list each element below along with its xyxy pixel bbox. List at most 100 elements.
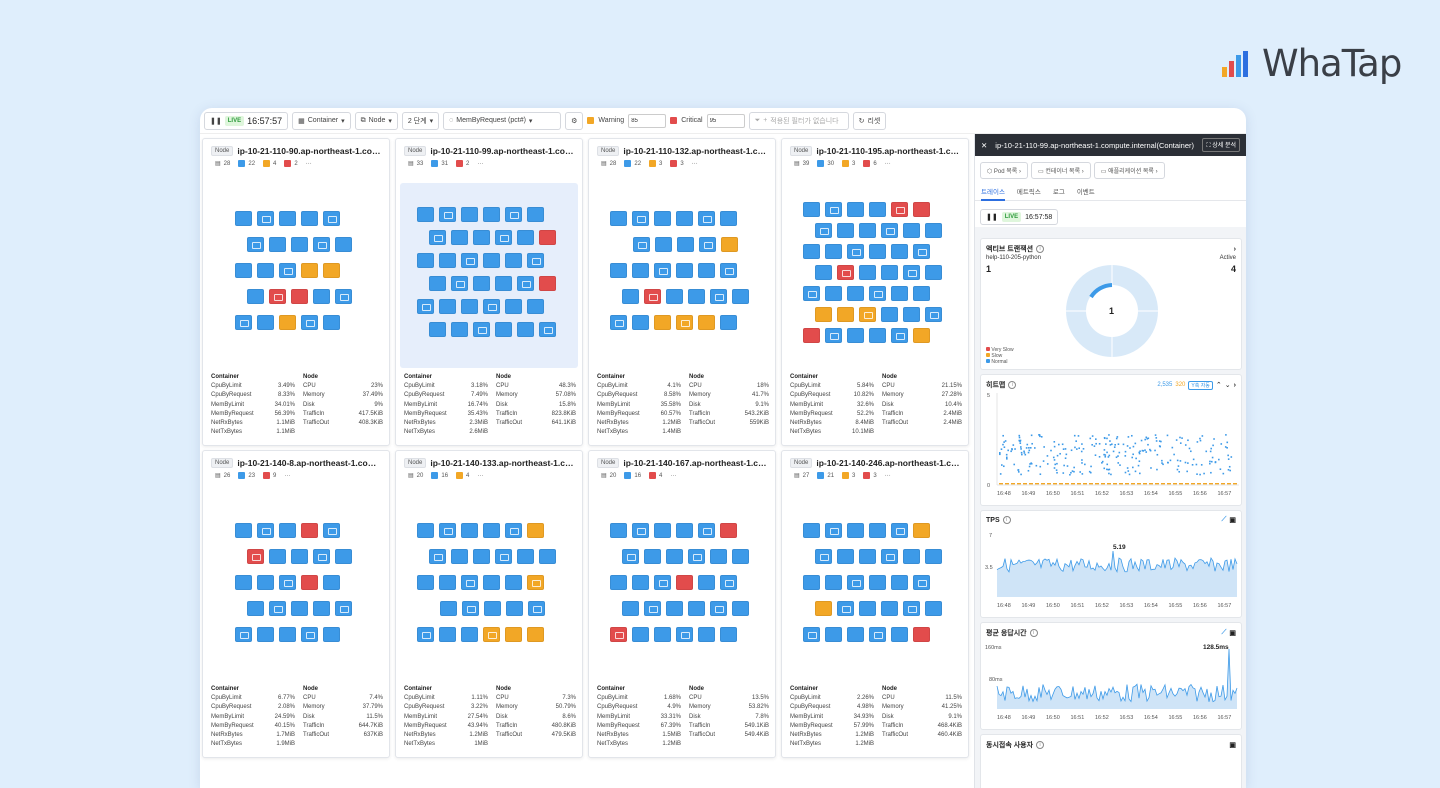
container-cell[interactable] — [869, 286, 886, 301]
tab-log[interactable]: 로그 — [1052, 188, 1065, 196]
container-cell[interactable] — [925, 600, 942, 616]
container-cell[interactable] — [825, 574, 842, 590]
container-cell[interactable] — [903, 223, 920, 238]
line-chart-icon[interactable]: ⟋ — [1221, 629, 1227, 636]
container-cell[interactable] — [473, 548, 490, 564]
container-cell[interactable] — [676, 314, 693, 330]
container-cell[interactable] — [676, 262, 693, 278]
container-cell[interactable] — [461, 206, 478, 222]
chevron-right-icon[interactable]: › — [1233, 381, 1236, 389]
chevron-down-icon[interactable]: ⌄ — [1224, 382, 1231, 389]
container-cell[interactable] — [483, 522, 500, 538]
container-cell[interactable] — [335, 600, 352, 616]
container-cell[interactable] — [269, 548, 286, 564]
live-control[interactable]: ❚❚ LIVE 16:57:57 — [204, 111, 289, 130]
container-cell[interactable] — [247, 288, 264, 304]
container-cell[interactable] — [291, 288, 308, 304]
container-cell[interactable] — [539, 321, 556, 337]
container-cell[interactable] — [505, 298, 522, 314]
node-card[interactable]: Node ip-10-21-140-8.ap-northeast-1.compu… — [202, 450, 390, 758]
container-cell[interactable] — [913, 626, 930, 642]
view-select[interactable]: ▦ Container ▾ — [292, 111, 351, 130]
container-cell[interactable] — [925, 548, 942, 564]
container-cell[interactable] — [505, 206, 522, 222]
container-cell[interactable] — [483, 574, 500, 590]
container-cell[interactable] — [610, 574, 627, 590]
container-cell[interactable] — [505, 252, 522, 268]
container-cell[interactable] — [720, 626, 737, 642]
container-cell[interactable] — [483, 626, 500, 642]
container-cell[interactable] — [323, 262, 340, 278]
container-cell[interactable] — [676, 210, 693, 226]
container-cell[interactable] — [825, 626, 842, 642]
reset-button[interactable]: ↻ 리셋 — [852, 111, 887, 130]
container-cell[interactable] — [654, 574, 671, 590]
info-icon[interactable]: i — [1036, 245, 1045, 253]
container-cell[interactable] — [622, 548, 639, 564]
image-icon[interactable]: ▣ — [1229, 630, 1236, 637]
container-cell[interactable] — [632, 262, 649, 278]
container-cell[interactable] — [517, 548, 534, 564]
container-cell[interactable] — [439, 298, 456, 314]
container-cell[interactable] — [721, 236, 738, 252]
container-cell[interactable] — [417, 252, 434, 268]
container-cell[interactable] — [881, 548, 898, 564]
container-cell[interactable] — [335, 288, 352, 304]
container-cell[interactable] — [732, 288, 749, 304]
container-cell[interactable] — [279, 262, 296, 278]
container-cell[interactable] — [803, 574, 820, 590]
container-cell[interactable] — [847, 328, 864, 343]
container-cell[interactable] — [257, 262, 274, 278]
container-cell[interactable] — [291, 600, 308, 616]
container-cell[interactable] — [913, 522, 930, 538]
tab-event[interactable]: 이벤트 — [1076, 188, 1095, 196]
container-cell[interactable] — [527, 574, 544, 590]
container-cell[interactable] — [869, 244, 886, 259]
container-cell[interactable] — [847, 522, 864, 538]
container-cell[interactable] — [301, 574, 318, 590]
more-icon[interactable]: ··· — [691, 160, 698, 167]
container-cell[interactable] — [913, 244, 930, 259]
container-cell[interactable] — [881, 223, 898, 238]
container-cell[interactable] — [235, 210, 252, 226]
container-cell[interactable] — [803, 522, 820, 538]
container-cell[interactable] — [688, 288, 705, 304]
container-cell[interactable] — [301, 626, 318, 642]
tab-metrics[interactable]: 메트릭스 — [1016, 188, 1041, 196]
container-cell[interactable] — [257, 626, 274, 642]
container-cell[interactable] — [720, 314, 737, 330]
container-cell[interactable] — [803, 286, 820, 301]
container-cell[interactable] — [257, 314, 274, 330]
more-icon[interactable]: ··· — [670, 472, 677, 479]
container-cell[interactable] — [440, 600, 457, 616]
container-cell[interactable] — [803, 202, 820, 217]
container-cell[interactable] — [483, 252, 500, 268]
info-icon[interactable]: i — [1008, 381, 1017, 389]
container-cell[interactable] — [825, 202, 842, 217]
info-icon[interactable]: i — [1029, 629, 1038, 637]
container-cell[interactable] — [439, 626, 456, 642]
container-cell[interactable] — [859, 548, 876, 564]
container-cell[interactable] — [815, 548, 832, 564]
container-cell[interactable] — [301, 314, 318, 330]
container-cell[interactable] — [439, 522, 456, 538]
container-cell[interactable] — [698, 262, 715, 278]
container-cell[interactable] — [666, 600, 683, 616]
container-cell[interactable] — [429, 321, 446, 337]
container-cell[interactable] — [417, 626, 434, 642]
image-icon[interactable]: ▣ — [1229, 742, 1236, 749]
container-cell[interactable] — [655, 236, 672, 252]
container-cell[interactable] — [913, 574, 930, 590]
container-cell[interactable] — [666, 548, 683, 564]
warning-threshold-input[interactable] — [628, 113, 667, 128]
container-cell[interactable] — [925, 223, 942, 238]
panel-live-control[interactable]: ❚❚ LIVE 16:57:58 — [980, 209, 1059, 225]
more-icon[interactable]: ··· — [884, 472, 891, 479]
container-cell[interactable] — [247, 600, 264, 616]
more-icon[interactable]: ··· — [305, 160, 312, 167]
container-cell[interactable] — [837, 548, 854, 564]
container-cell[interactable] — [429, 229, 446, 245]
node-card[interactable]: Node ip-10-21-140-133.ap-northeast-1.com… — [395, 450, 583, 758]
container-cell[interactable] — [654, 314, 671, 330]
container-cell[interactable] — [847, 574, 864, 590]
